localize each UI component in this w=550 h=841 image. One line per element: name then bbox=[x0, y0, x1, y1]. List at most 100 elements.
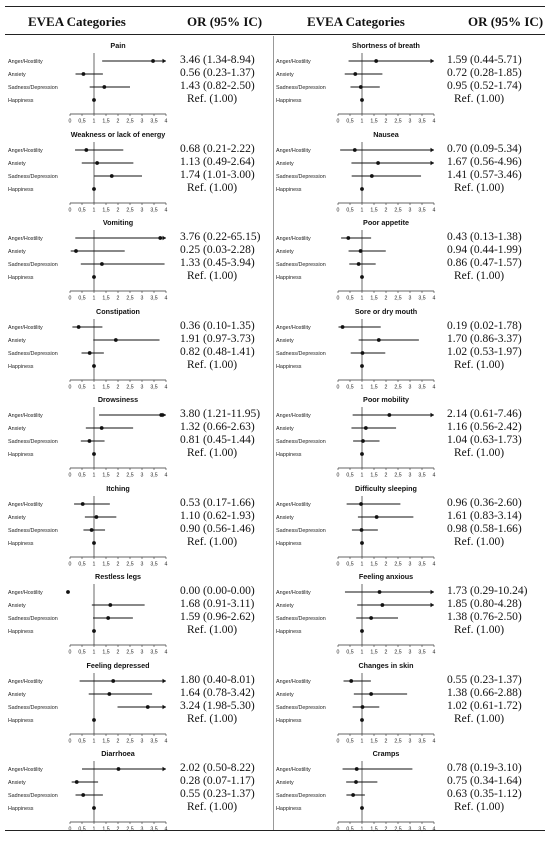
or-value: 1.68 (0.91-3.11) bbox=[180, 598, 255, 610]
or-value: 0.63 (0.35-1.12) bbox=[447, 788, 522, 800]
odds-ratio-point bbox=[358, 249, 363, 253]
odds-ratio-point bbox=[376, 160, 380, 165]
x-tick-label: 1 bbox=[93, 207, 96, 213]
row-label: Anger/Hostility bbox=[276, 501, 311, 507]
x-tick-label: 0,5 bbox=[346, 119, 353, 125]
odds-ratio-point bbox=[374, 59, 379, 63]
odds-ratio-point bbox=[102, 85, 107, 89]
x-tick-label: 1 bbox=[93, 738, 96, 744]
ci-arrow bbox=[430, 160, 434, 165]
row-label: Happiness bbox=[8, 717, 34, 723]
x-tick-label: 3 bbox=[409, 296, 412, 302]
panel-title: Itching bbox=[106, 484, 130, 493]
x-tick-label: 3 bbox=[409, 827, 412, 833]
or-value: 0.28 (0.07-1.17) bbox=[180, 775, 255, 787]
x-tick-label: 0,5 bbox=[346, 384, 353, 390]
x-tick-label: 1,5 bbox=[102, 650, 109, 656]
x-tick-label: 0 bbox=[69, 384, 72, 390]
or-value: 1.13 (0.49-2.64) bbox=[180, 155, 255, 168]
ci-arrow bbox=[162, 58, 166, 64]
odds-ratio-point bbox=[84, 147, 89, 152]
x-tick-label: 4 bbox=[165, 827, 168, 833]
row-label: Sadness/Depression bbox=[276, 793, 326, 799]
header-right-or: OR (95% IC) bbox=[468, 14, 544, 29]
row-label: Anger/Hostility bbox=[276, 59, 311, 65]
x-tick-label: 3,5 bbox=[150, 384, 157, 390]
x-tick-label: 1,5 bbox=[102, 384, 109, 390]
x-tick-label: 0,5 bbox=[78, 827, 85, 833]
row-label: Anger/Hostility bbox=[276, 590, 311, 596]
odds-ratio-point bbox=[92, 275, 96, 279]
odds-ratio-point bbox=[106, 616, 111, 620]
odds-ratio-point bbox=[92, 717, 96, 722]
or-value: Ref. (1.00) bbox=[454, 447, 505, 459]
panel-title: Shortness of breath bbox=[352, 41, 420, 50]
bottom-rule bbox=[5, 830, 545, 831]
row-label: Anxiety bbox=[8, 160, 26, 166]
row-label: Happiness bbox=[8, 629, 34, 635]
x-tick-label: 1,5 bbox=[370, 738, 377, 744]
odds-ratio-point bbox=[369, 616, 374, 620]
row-label: Sadness/Depression bbox=[276, 616, 326, 622]
row-label: Sadness/Depression bbox=[276, 704, 326, 710]
row-label: Anxiety bbox=[276, 780, 294, 786]
x-tick-label: 4 bbox=[165, 473, 168, 479]
odds-ratio-point bbox=[340, 324, 345, 329]
odds-ratio-point bbox=[81, 793, 86, 797]
x-tick-label: 0,5 bbox=[78, 561, 85, 567]
x-tick-label: 1,5 bbox=[102, 119, 109, 125]
or-value: 1.70 (0.86-3.37) bbox=[447, 332, 522, 345]
x-tick-label: 1,5 bbox=[370, 296, 377, 302]
row-label: Anxiety bbox=[276, 72, 294, 78]
panel-title: Difficulty sleeping bbox=[355, 484, 417, 493]
x-tick-label: 0,5 bbox=[346, 561, 353, 567]
odds-ratio-point bbox=[92, 98, 96, 102]
or-value: 1.67 (0.56-4.96) bbox=[447, 155, 522, 168]
odds-ratio-point bbox=[358, 85, 363, 89]
odds-ratio-point bbox=[92, 806, 96, 810]
or-value: Ref. (1.00) bbox=[454, 181, 505, 194]
forest-panel-vomiting: Vomiting 0 0,5 1 1,5 2 2,5 3 3,5 4 Anger/Hostility… bbox=[8, 218, 168, 302]
x-tick-label: 1,5 bbox=[102, 561, 109, 567]
x-tick-label: 2 bbox=[117, 384, 120, 390]
row-label: Happiness bbox=[276, 452, 302, 458]
x-tick-label: 1 bbox=[361, 119, 364, 125]
x-tick-label: 0 bbox=[69, 561, 72, 567]
odds-ratio-point bbox=[100, 262, 104, 266]
x-tick-label: 4 bbox=[433, 561, 436, 567]
x-tick-label: 1 bbox=[361, 473, 364, 479]
or-value: 0.25 (0.03-2.28) bbox=[180, 244, 255, 256]
row-label: Sadness/Depression bbox=[276, 85, 326, 91]
odds-ratio-point bbox=[92, 452, 96, 456]
or-value: 1.73 (0.29-10.24) bbox=[447, 585, 528, 597]
x-tick-label: 3,5 bbox=[418, 738, 425, 744]
or-value: 0.19 (0.02-1.78) bbox=[447, 319, 522, 332]
panel-title: Changes in skin bbox=[358, 661, 413, 670]
x-tick-label: 0 bbox=[337, 384, 340, 390]
x-tick-label: 1,5 bbox=[102, 738, 109, 744]
x-tick-label: 2 bbox=[385, 650, 388, 656]
x-tick-label: 3,5 bbox=[418, 561, 425, 567]
x-tick-label: 1,5 bbox=[370, 473, 377, 479]
x-tick-label: 2 bbox=[385, 473, 388, 479]
odds-ratio-point bbox=[360, 717, 364, 722]
odds-ratio-point bbox=[360, 98, 364, 102]
forest-panel-difficulty-sleeping: Difficulty sleeping 0 0,5 1 1,5 2 2,5 3 3,5 4 Ange… bbox=[276, 484, 436, 568]
forest-panel-poor-appetite: Poor appetite 0 0,5 1 1,5 2 2,5 3 3,5 4 Anger/Host… bbox=[276, 218, 436, 302]
or-value: 0.98 (0.58-1.66) bbox=[447, 522, 522, 535]
row-label: Happiness bbox=[276, 186, 302, 192]
odds-ratio-point bbox=[87, 439, 92, 443]
x-tick-label: 1 bbox=[93, 296, 96, 302]
x-tick-label: 0,5 bbox=[78, 119, 85, 125]
or-value: 0.81 (0.45-1.44) bbox=[180, 434, 255, 446]
x-tick-label: 1 bbox=[361, 827, 364, 833]
panel-title: Feeling depressed bbox=[86, 661, 149, 670]
or-value: 1.02 (0.53-1.97) bbox=[447, 345, 522, 358]
x-tick-label: 2,5 bbox=[126, 207, 133, 213]
or-value: 1.43 (0.82-2.50) bbox=[180, 80, 255, 92]
ci-arrow bbox=[430, 147, 434, 152]
x-tick-label: 2 bbox=[117, 561, 120, 567]
or-value: 0.36 (0.10-1.35) bbox=[180, 319, 255, 332]
or-value: 3.46 (1.34-8.94) bbox=[180, 54, 255, 66]
row-label: Sadness/Depression bbox=[8, 793, 58, 799]
